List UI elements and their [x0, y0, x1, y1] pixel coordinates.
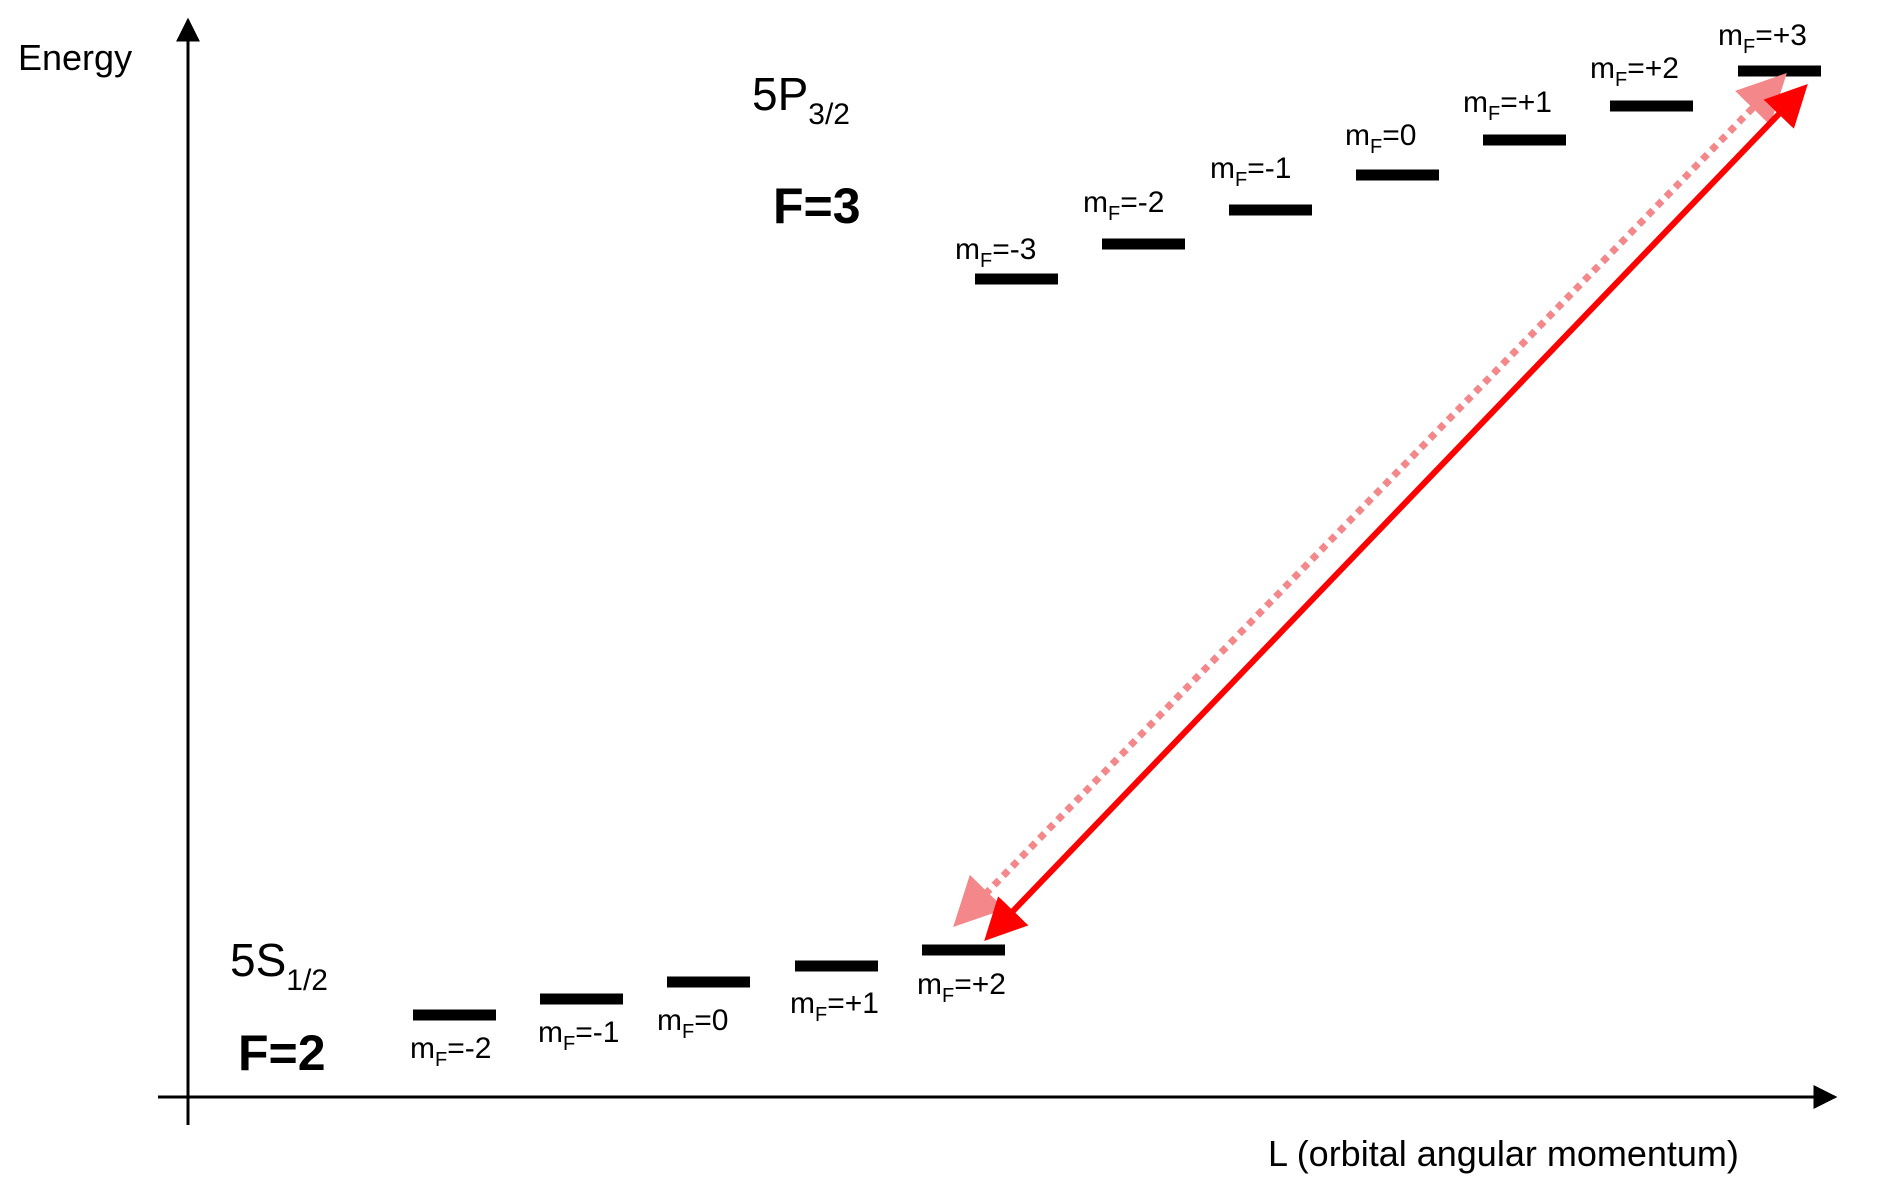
excited-level-label: mF=-1 [1210, 152, 1291, 191]
ground-f-label: F=2 [238, 1025, 326, 1081]
ground-level-label: mF=+1 [790, 987, 879, 1026]
ground-level-label: mF=-2 [410, 1032, 491, 1071]
excited-state-label: 5P3/2 [752, 68, 850, 131]
excited-level-label: mF=-2 [1083, 186, 1164, 225]
excited-f-label: F=3 [773, 178, 861, 234]
excited-levels: mF=-3 mF=-2 mF=-1 mF=0 mF=+1 mF=+2 mF=+3 [955, 19, 1821, 285]
x-axis-label: L (orbital angular momentum) [1268, 1133, 1739, 1174]
excited-level-label: mF=+2 [1590, 52, 1679, 91]
excited-level-label: mF=+3 [1718, 19, 1807, 58]
ground-levels: mF=-2 mF=-1 mF=0 mF=+1 mF=+2 [410, 944, 1006, 1071]
ground-state-label: 5S1/2 [230, 934, 328, 997]
drive-transition-arrow [984, 83, 1808, 942]
y-axis-label: Energy [18, 37, 132, 78]
ground-level-label: mF=0 [657, 1004, 728, 1043]
ground-level-label: mF=-1 [538, 1016, 619, 1055]
excited-level-label: mF=+1 [1463, 86, 1552, 125]
ground-level-label: mF=+2 [917, 968, 1006, 1007]
excited-level-label: mF=0 [1345, 119, 1416, 158]
excited-level-label: mF=-3 [955, 233, 1036, 272]
